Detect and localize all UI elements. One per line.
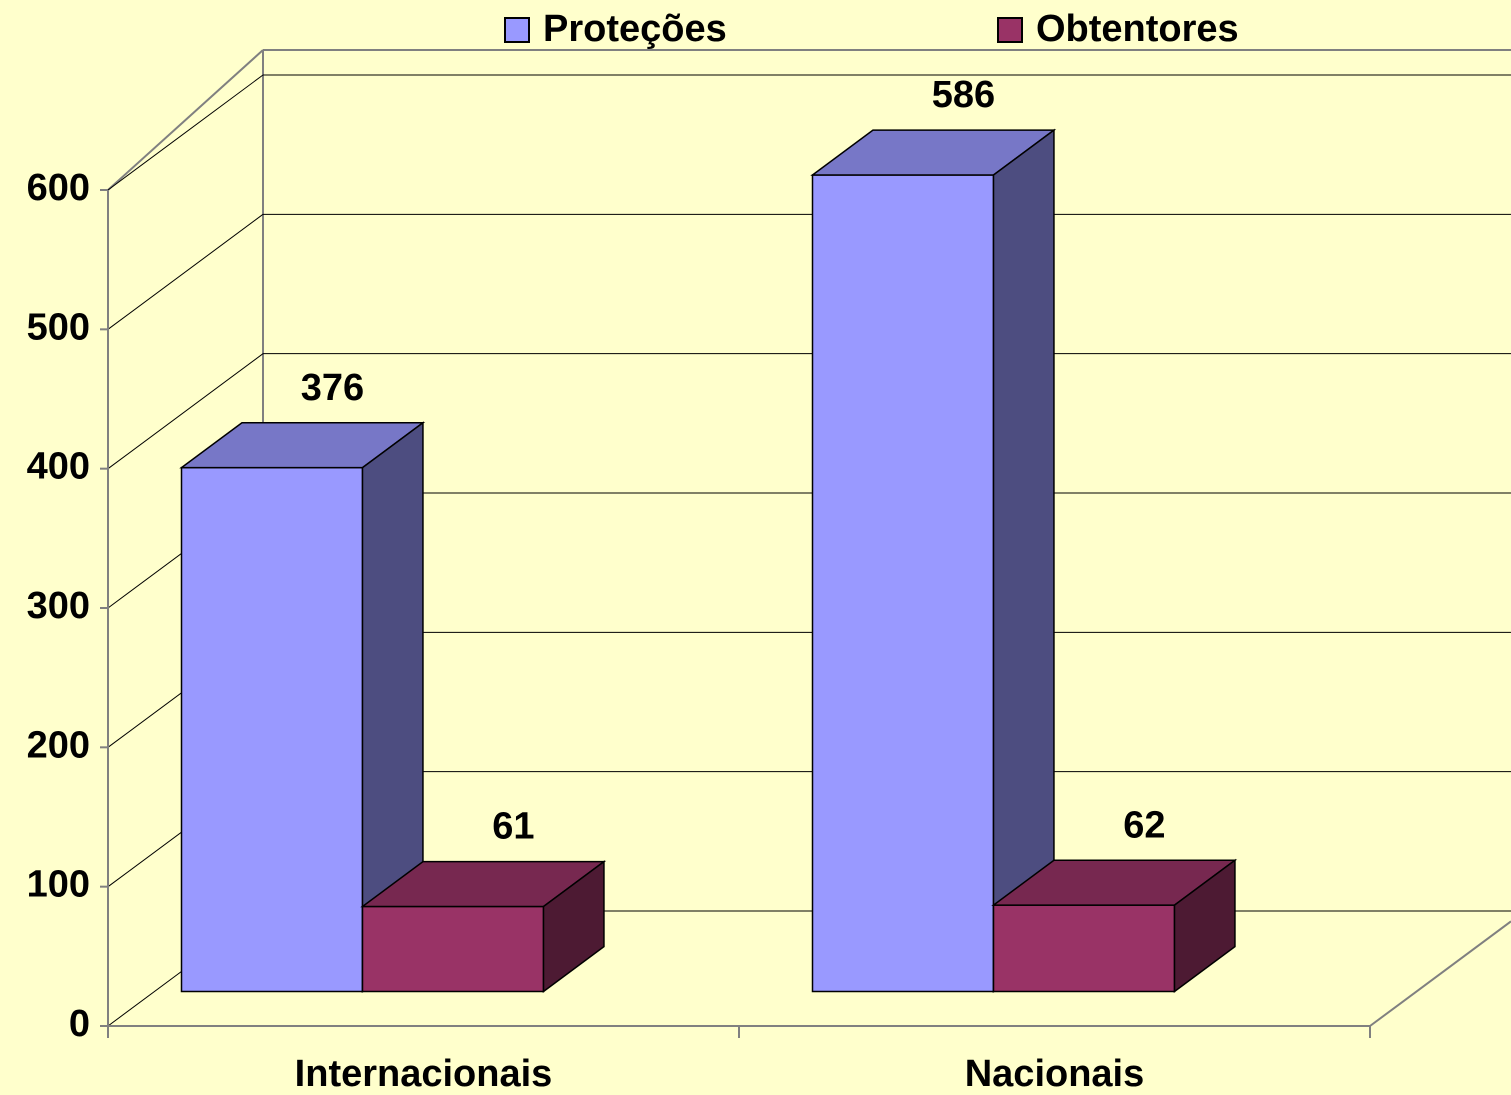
legend-label: Obtentores bbox=[1036, 8, 1239, 50]
side-top bbox=[107, 49, 264, 191]
grid-line bbox=[107, 213, 264, 330]
legend-label: Proteções bbox=[543, 8, 727, 50]
legend-swatch bbox=[997, 17, 1023, 43]
bar-side bbox=[1173, 858, 1236, 993]
y-tick-label: 0 bbox=[69, 1003, 90, 1045]
y-tick-label: 200 bbox=[27, 724, 90, 766]
value-label: 376 bbox=[301, 367, 364, 409]
bar-front bbox=[811, 174, 995, 993]
value-label: 62 bbox=[1123, 804, 1165, 846]
bar-front bbox=[180, 466, 364, 993]
y-tick-label: 100 bbox=[27, 864, 90, 906]
grid-line bbox=[107, 353, 264, 470]
bar-front bbox=[361, 905, 545, 993]
y-tick-label: 500 bbox=[27, 306, 90, 348]
value-label: 61 bbox=[492, 806, 534, 848]
value-label: 586 bbox=[932, 74, 995, 116]
floor-right bbox=[1369, 920, 1511, 1027]
legend-swatch bbox=[504, 17, 530, 43]
x-tick-label: Internacionais bbox=[295, 1053, 553, 1095]
y-tick-label: 600 bbox=[27, 167, 90, 209]
bar-front bbox=[992, 904, 1176, 993]
bar-side bbox=[992, 128, 1055, 993]
bar-side bbox=[542, 860, 605, 993]
x-tick-label: Nacionais bbox=[965, 1053, 1145, 1095]
y-tick-label: 400 bbox=[27, 446, 90, 488]
y-tick-label: 300 bbox=[27, 585, 90, 627]
grid-line bbox=[107, 74, 264, 191]
